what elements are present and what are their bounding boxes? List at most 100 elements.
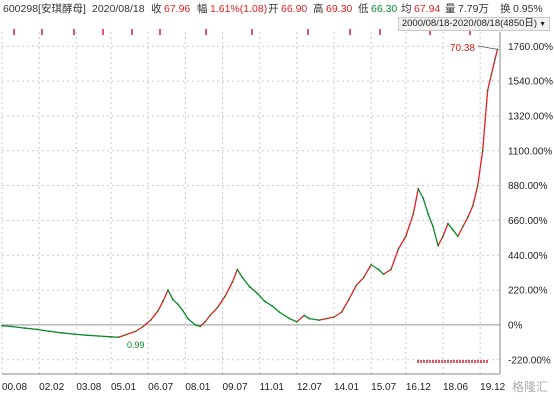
price-segment (1, 325, 12, 328)
price-segment (150, 310, 159, 321)
price-segment (289, 317, 298, 323)
data-point (404, 235, 407, 238)
price-segment (73, 333, 87, 336)
data-point (461, 225, 464, 228)
price-segment (390, 248, 400, 270)
close-label: 收 (151, 3, 162, 15)
max-price-pointer (477, 45, 498, 50)
y-tick-label: 1540.00% (508, 77, 553, 88)
data-point (476, 184, 479, 187)
y-tick-label: -220.00% (508, 355, 551, 366)
series-group (1, 45, 499, 339)
data-point (390, 268, 392, 271)
y-tick-label: 1760.00% (508, 42, 553, 53)
data-point (72, 333, 75, 335)
price-segment (125, 330, 137, 336)
data-point (494, 58, 496, 60)
date-range-selector[interactable]: 2000/08/18-2020/08/18(4850日) ▼ (397, 17, 550, 31)
data-point (333, 316, 335, 318)
data-point (308, 317, 311, 320)
price-segment (236, 269, 243, 278)
data-point (340, 311, 343, 314)
price-segment (187, 318, 196, 326)
min-price-annotation: 0.99 (127, 340, 145, 350)
data-point (397, 248, 400, 250)
price-segment (204, 315, 211, 323)
x-tick-label: 18.06 (443, 382, 468, 393)
low-value: 66.30 (371, 3, 398, 15)
data-point (231, 281, 234, 284)
data-point (303, 314, 306, 317)
x-tick-label: 16.12 (406, 382, 431, 393)
chevron-down-icon: ▼ (539, 21, 546, 28)
price-segment (217, 296, 226, 308)
price-segment (142, 319, 152, 327)
data-point (432, 225, 435, 228)
price-segment (417, 188, 424, 199)
price-segment (452, 229, 459, 237)
y-axis-labels: 1760.00% 1540.00% 1320.00% 1100.00% 880.00% 6… (508, 42, 553, 367)
price-segment (135, 325, 144, 332)
price-segment (412, 188, 419, 215)
price-segment (447, 223, 454, 231)
x-tick-label: 15.07 (371, 382, 396, 393)
price-segment (486, 74, 492, 91)
data-point (60, 331, 63, 334)
quote-date: 2020/08/18 (92, 3, 145, 15)
x-tick-label: 11.01 (260, 382, 285, 393)
watermark-text: 格隆汇 (511, 380, 548, 394)
price-segment (61, 332, 74, 335)
data-point (355, 284, 358, 287)
price-segment (333, 311, 342, 318)
turnover-value: 0.95% (513, 3, 543, 15)
x-tick-label: 03.08 (76, 382, 101, 393)
data-point (490, 73, 493, 76)
data-point (117, 336, 120, 339)
price-segment (172, 299, 179, 305)
data-point (209, 314, 212, 317)
x-tick-label: 06.07 (148, 382, 173, 393)
data-point (422, 197, 425, 200)
price-segment (405, 213, 414, 237)
data-point (110, 335, 112, 338)
price-segment (157, 300, 164, 311)
price-segment (355, 276, 365, 286)
change-label: 幅 (197, 3, 208, 15)
y-tick-label: 440.00% (508, 251, 548, 262)
x-tick-label: 02.02 (39, 382, 64, 393)
data-point (177, 303, 179, 306)
low-label: 低 (358, 3, 369, 15)
data-point (370, 263, 373, 266)
price-segment (437, 235, 444, 247)
data-point (481, 149, 484, 152)
volume-label: 量 (445, 3, 456, 15)
price-segment (494, 49, 499, 60)
price-segment (98, 335, 112, 338)
price-segment (348, 285, 357, 300)
price-segment (309, 317, 320, 321)
price-segment (167, 289, 174, 300)
price-segment (24, 327, 37, 330)
price-segment (477, 150, 484, 186)
data-point (412, 213, 415, 215)
max-price-annotation: 70.38 (450, 43, 475, 54)
price-segment (271, 305, 280, 313)
price-segment (467, 205, 474, 218)
price-segment (422, 198, 429, 215)
data-point (97, 335, 100, 337)
avg-label: 均 (401, 3, 412, 15)
price-segment (48, 330, 62, 334)
data-point (186, 317, 189, 320)
data-point (167, 289, 169, 291)
data-point (124, 333, 127, 336)
high-label: 高 (313, 3, 324, 15)
y-tick-label: 880.00% (508, 181, 548, 192)
price-segment (432, 226, 439, 246)
price-segment (224, 281, 233, 297)
data-point (23, 327, 26, 329)
close-value: 67.96 (164, 3, 191, 15)
data-point (204, 320, 207, 323)
price-segment (326, 316, 335, 320)
price-segment (442, 223, 449, 237)
